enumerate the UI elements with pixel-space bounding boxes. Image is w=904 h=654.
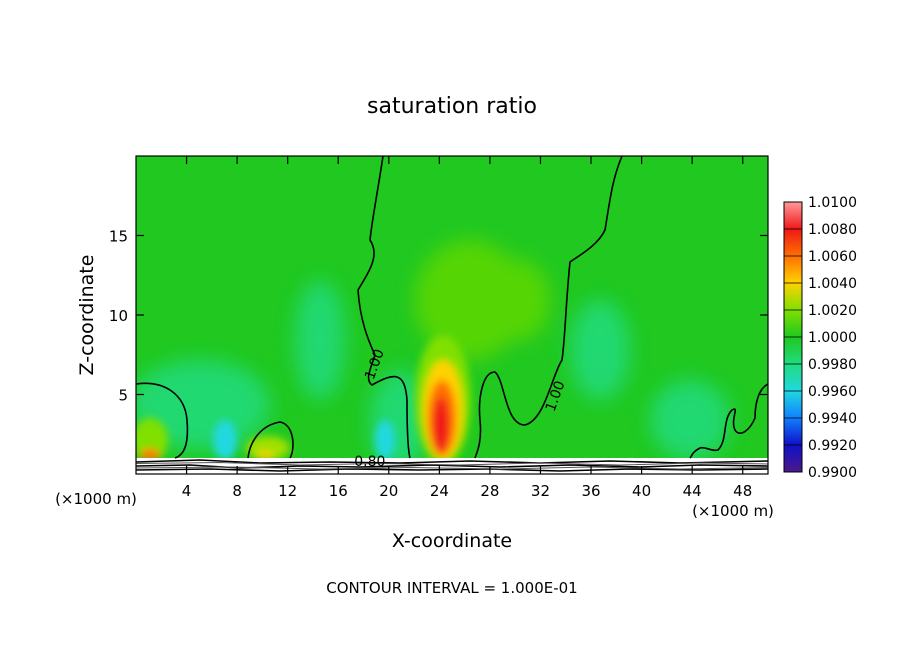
x-axis-label: X-coordinate: [392, 530, 512, 552]
colorbar-label: 0.9960: [808, 384, 857, 400]
colorbar-label: 1.0020: [808, 303, 857, 319]
contour-interval-note: CONTOUR INTERVAL = 1.000E-01: [326, 579, 577, 597]
colorbar-label: 0.9940: [808, 411, 857, 427]
x-tick-label: 20: [379, 482, 398, 500]
colorbar-label: 1.0100: [808, 195, 857, 211]
y-tick-label: 15: [109, 228, 128, 246]
colorbar-segment: [784, 256, 802, 283]
x-tick-label: 32: [531, 482, 550, 500]
colorbar-segment: [784, 310, 802, 337]
colorbar-segment: [784, 337, 802, 364]
x-tick-label: 28: [480, 482, 499, 500]
colorbar-segment: [784, 283, 802, 310]
heatmap-field: [136, 156, 768, 474]
x-axis-unit-left: (×1000 m): [55, 490, 137, 508]
colorbar-segment: [784, 229, 802, 256]
colorbar-segment: [784, 445, 802, 472]
colorbar-label: 1.0000: [808, 330, 857, 346]
colorbar-segment: [784, 391, 802, 418]
x-axis-unit-right: (×1000 m): [692, 502, 774, 520]
colorbar-segment: [784, 364, 802, 391]
colorbar-segment: [784, 202, 802, 229]
x-tick-label: 48: [733, 482, 752, 500]
x-tick-label: 4: [182, 482, 192, 500]
y-axis-label: Z-coordinate: [76, 255, 98, 376]
x-tick-label: 16: [329, 482, 348, 500]
contour-lines: [136, 156, 768, 472]
colorbar-label: 0.9900: [808, 465, 857, 481]
colorbar-label: 0.9980: [808, 357, 857, 373]
x-tick-label: 24: [430, 482, 449, 500]
colorbar-label: 0.9920: [808, 438, 857, 454]
contour-lines-thin: [136, 461, 768, 470]
x-tick-label: 12: [278, 482, 297, 500]
colorbar-label: 1.0040: [808, 276, 857, 292]
contour-label: 0.80: [354, 454, 385, 470]
x-tick-label: 40: [632, 482, 651, 500]
colorbar-label: 1.0060: [808, 249, 857, 265]
x-tick-label: 36: [581, 482, 600, 500]
y-tick-label: 10: [109, 307, 128, 325]
x-tick-label: 8: [232, 482, 242, 500]
chart-title: saturation ratio: [367, 94, 537, 119]
x-tick-label: 44: [683, 482, 702, 500]
colorbar-label: 1.0080: [808, 222, 857, 238]
colorbar-segment: [784, 418, 802, 445]
y-tick-label: 5: [118, 387, 128, 405]
